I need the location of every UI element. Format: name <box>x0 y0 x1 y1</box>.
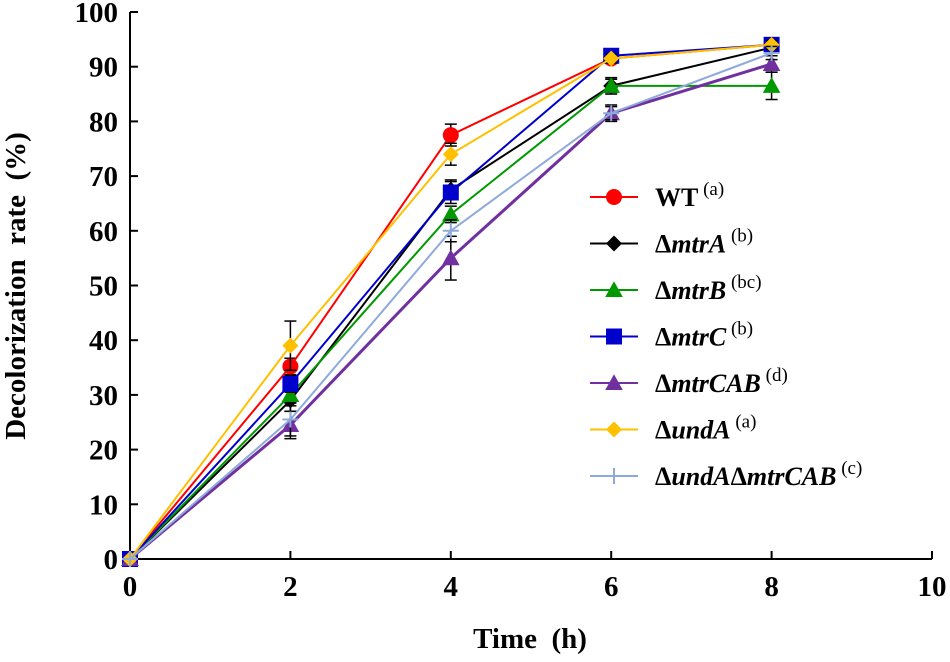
data-point <box>122 551 138 567</box>
x-tick-label: 0 <box>123 571 138 603</box>
legend-item: ΔundA (a) <box>590 412 756 445</box>
x-tick-label: 4 <box>444 571 459 603</box>
series-ΔundA <box>122 36 780 567</box>
legend-label: ΔmtrA (b) <box>655 226 753 259</box>
data-point <box>606 328 622 345</box>
legend-item: ΔundAΔmtrCAB (c) <box>590 458 862 491</box>
data-point <box>605 281 623 298</box>
legend-label: ΔmtrB (bc) <box>655 272 762 305</box>
data-point <box>442 222 459 239</box>
data-point <box>606 468 622 484</box>
data-point <box>281 386 300 402</box>
y-tick-label: 40 <box>89 325 118 357</box>
y-tick-label: 90 <box>89 52 118 84</box>
y-tick-label: 20 <box>89 435 118 467</box>
y-tick-label: 30 <box>89 380 118 412</box>
x-tick-label: 8 <box>764 571 779 603</box>
legend-label: ΔundA (a) <box>655 412 756 445</box>
data-point <box>603 50 620 67</box>
y-tick-label: 60 <box>89 216 118 248</box>
data-point <box>606 235 622 252</box>
y-tick-label: 0 <box>104 544 119 576</box>
legend: WT (a) ΔmtrA (b) ΔmtrB (bc) ΔmtrC (b) ΔmtrCA… <box>590 179 862 491</box>
data-point <box>762 55 781 72</box>
data-point <box>442 184 459 201</box>
data-point <box>763 45 780 62</box>
series-ΔundAΔmtrCAB <box>122 45 780 567</box>
data-point <box>603 105 620 122</box>
legend-item: ΔmtrC (b) <box>590 319 753 352</box>
x-axis-title: Time (h) <box>473 623 587 655</box>
data-point <box>442 249 460 266</box>
legend-item: ΔmtrCAB (d) <box>590 365 788 398</box>
data-point <box>763 36 780 53</box>
data-point <box>442 205 460 222</box>
data-point <box>282 411 299 428</box>
y-tick-label: 50 <box>89 271 118 303</box>
legend-label: ΔmtrCAB (d) <box>655 365 788 398</box>
legend-label: WT (a) <box>655 179 724 212</box>
series-ΔmtrB <box>121 71 781 567</box>
data-point <box>282 337 299 354</box>
x-tick-label: 10 <box>918 571 947 603</box>
data-point <box>442 127 459 144</box>
data-point <box>282 375 299 392</box>
y-tick-label: 100 <box>75 0 119 29</box>
data-point <box>442 146 459 163</box>
legend-item: ΔmtrB (bc) <box>590 272 762 305</box>
legend-item: WT (a) <box>590 179 724 212</box>
series-layer <box>121 36 781 567</box>
legend-label: ΔundAΔmtrCAB (c) <box>655 458 862 491</box>
x-tick-label: 2 <box>283 571 298 603</box>
x-tick-label: 6 <box>604 571 619 603</box>
legend-item: ΔmtrA (b) <box>590 226 753 259</box>
y-axis-title: Decolorization rate (%) <box>0 132 32 440</box>
data-point <box>605 374 623 391</box>
y-tick-label: 70 <box>89 161 118 193</box>
y-tick-label: 80 <box>89 106 118 138</box>
data-point <box>606 189 622 205</box>
data-point <box>762 77 781 93</box>
data-point <box>602 77 620 93</box>
y-tick-label: 10 <box>89 489 118 521</box>
axes: 0 10 20 30 40 50 60 70 80 90 100 0 2 4 6 8 10 <box>75 0 947 603</box>
legend-label: ΔmtrC (b) <box>655 319 753 352</box>
data-point <box>606 421 622 438</box>
